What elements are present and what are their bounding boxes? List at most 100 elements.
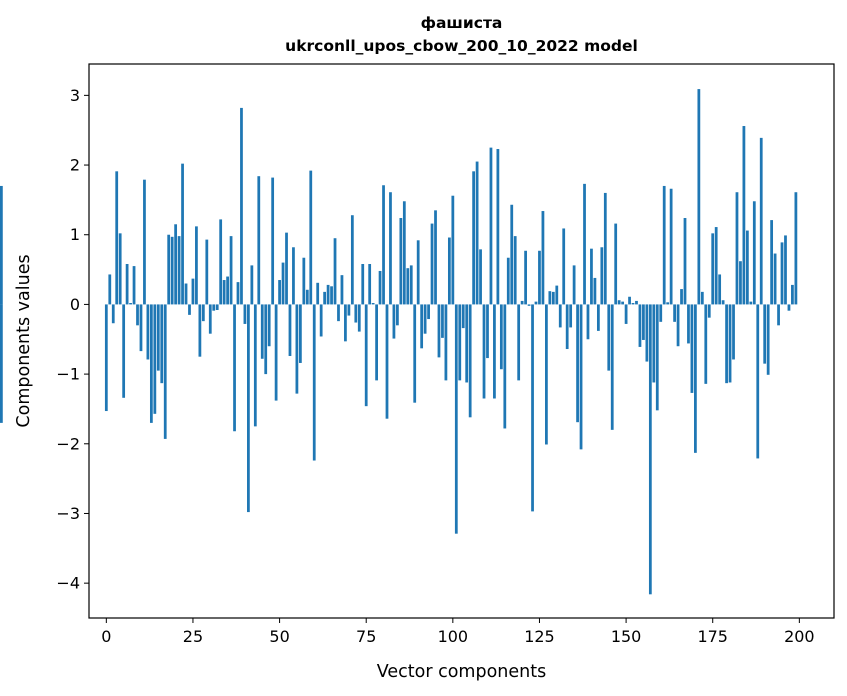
bar-component-4 xyxy=(118,233,122,305)
bar-component-146 xyxy=(610,304,614,430)
bar-component-34 xyxy=(222,280,226,305)
bar-component-129 xyxy=(551,291,555,305)
bar-component-24 xyxy=(188,304,191,315)
bar-component-162 xyxy=(666,302,670,305)
bar-component-37 xyxy=(233,304,236,432)
bar-component-47 xyxy=(267,304,271,347)
bar-component-28 xyxy=(201,304,205,322)
bar-component-138 xyxy=(583,183,586,305)
bar-component-199 xyxy=(794,192,798,305)
bar-component-150 xyxy=(624,304,628,324)
bar-component-26 xyxy=(195,226,198,305)
bar-component-2 xyxy=(111,304,115,324)
bar-component-158 xyxy=(652,304,656,383)
bar-component-45 xyxy=(260,304,264,359)
bar-component-48 xyxy=(271,177,275,305)
bar-component-56 xyxy=(298,304,302,363)
bar-component-145 xyxy=(607,304,611,371)
bar-component-50 xyxy=(278,280,281,305)
x-tick-label: 50 xyxy=(269,627,289,646)
y-tick-label: 0 xyxy=(70,295,80,314)
bar-component-149 xyxy=(621,301,625,305)
bar-component-75 xyxy=(364,304,368,407)
bar-component-21 xyxy=(177,236,181,305)
bar-component-98 xyxy=(444,304,448,381)
bar-component-181 xyxy=(732,304,735,360)
x-tick-label: 200 xyxy=(784,627,815,646)
bar-component-93 xyxy=(427,304,430,320)
bar-component-94 xyxy=(430,223,434,305)
bar-component-76 xyxy=(368,264,372,305)
bar-component-30 xyxy=(208,304,212,334)
x-tick-label: 75 xyxy=(356,627,376,646)
bar-component-19 xyxy=(170,236,174,305)
bar-component-17 xyxy=(163,304,167,439)
bar-component-8 xyxy=(132,266,136,305)
bar-component-67 xyxy=(337,304,340,322)
bar-component-84 xyxy=(396,304,399,326)
bar-component-161 xyxy=(662,185,666,305)
bar-component-159 xyxy=(655,304,659,411)
bar-component-10 xyxy=(139,304,143,352)
bar-component-117 xyxy=(510,204,514,305)
bar-component-134 xyxy=(569,304,573,328)
bar-component-184 xyxy=(742,126,746,305)
bar-component-1 xyxy=(108,274,112,305)
bar-component-5 xyxy=(122,304,126,398)
bar-component-111 xyxy=(489,147,493,305)
bar-component-46 xyxy=(264,304,268,375)
bar-component-59 xyxy=(309,170,313,305)
bar-component-135 xyxy=(572,265,576,305)
bar-component-176 xyxy=(714,227,718,305)
bar-component-124 xyxy=(534,301,538,305)
bar-component-78 xyxy=(375,304,378,381)
y-tick-label: 3 xyxy=(70,86,80,105)
y-tick-label: −3 xyxy=(56,504,80,523)
bar-component-58 xyxy=(305,289,309,305)
bar-component-137 xyxy=(579,304,583,450)
bar-component-148 xyxy=(617,300,621,305)
bar-component-131 xyxy=(558,304,562,328)
bar-component-62 xyxy=(319,304,323,337)
ticks-layer: 0 25 50 75 100 125 150 175 200 −4 −3 −2 −1 0 1 2 3 xyxy=(56,86,814,646)
bar-component-38 xyxy=(236,282,240,305)
bar-component-66 xyxy=(333,238,337,305)
bar-component-151 xyxy=(628,296,631,305)
bar-component-88 xyxy=(409,265,413,305)
bar-component-157 xyxy=(648,304,652,595)
bar-component-105 xyxy=(468,304,472,418)
bar-component-122 xyxy=(527,304,531,306)
bar-component-193 xyxy=(773,253,777,305)
bar-component-63 xyxy=(323,291,327,305)
bar-component-126 xyxy=(541,211,545,305)
bar-component-29 xyxy=(205,239,209,305)
bar-component-7 xyxy=(129,303,132,305)
bar-component-109 xyxy=(482,304,486,399)
bar-component-143 xyxy=(600,247,604,305)
bar-component-165 xyxy=(676,304,680,347)
bar-component-43 xyxy=(253,304,257,427)
bar-component-194 xyxy=(777,304,780,326)
bar-component-130 xyxy=(555,285,559,305)
bar-component-119 xyxy=(517,304,521,381)
bar-component-121 xyxy=(524,250,527,305)
bar-component-92 xyxy=(423,304,427,334)
bar-component-190 xyxy=(763,304,767,364)
bar-component-160 xyxy=(659,304,663,322)
bar-component-23 xyxy=(184,283,188,305)
bar-component-86 xyxy=(402,201,406,305)
bar-component-35 xyxy=(226,276,229,305)
bar-component-115 xyxy=(503,304,507,429)
bar-component-40 xyxy=(243,304,247,324)
bar-component-41 xyxy=(247,304,250,513)
bar-component-64 xyxy=(326,284,330,305)
bar-component-72 xyxy=(354,304,358,323)
y-tick-label: −1 xyxy=(56,365,80,384)
bar-component-128 xyxy=(548,291,552,305)
bar-component-140 xyxy=(590,248,593,305)
bar-component-52 xyxy=(285,232,288,305)
bar-component-80 xyxy=(382,185,385,305)
bar-component-3 xyxy=(115,171,119,305)
